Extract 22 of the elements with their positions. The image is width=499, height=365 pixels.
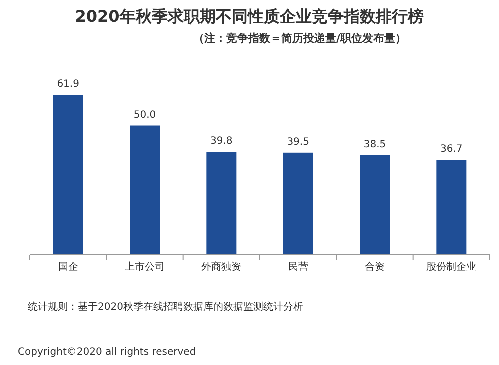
bar	[436, 160, 467, 255]
bar	[283, 152, 314, 255]
data-label: 38.5	[364, 139, 386, 150]
x-tick-label: 股份制企业	[426, 261, 477, 273]
data-label: 39.5	[287, 136, 310, 148]
x-tick-label: 合资	[365, 261, 385, 273]
chart-subtitle: （注：竞争指数＝简历投递量/职位发布量）	[193, 32, 407, 45]
data-label: 50.0	[134, 110, 156, 121]
data-label: 39.8	[210, 136, 233, 148]
bar	[53, 95, 84, 255]
data-label: 36.7	[440, 144, 463, 156]
text: Copyright©2020 all rights reserved	[18, 347, 196, 358]
x-tick-label: 民营	[288, 261, 308, 273]
bar	[360, 155, 390, 255]
data-label: 61.9	[57, 79, 80, 90]
text: 统计规则：基于2020秋季在线招聘数据库的数据监测统计分析	[28, 301, 304, 313]
x-tick-label: 上市公司	[125, 261, 165, 273]
x-tick-label: 国企	[58, 261, 78, 273]
bar	[130, 126, 160, 255]
bar	[206, 152, 237, 255]
chart-title: 2020年秋季求职期不同性质企业竞争指数排行榜	[75, 7, 424, 26]
x-tick-label: 外商独资	[202, 261, 242, 273]
